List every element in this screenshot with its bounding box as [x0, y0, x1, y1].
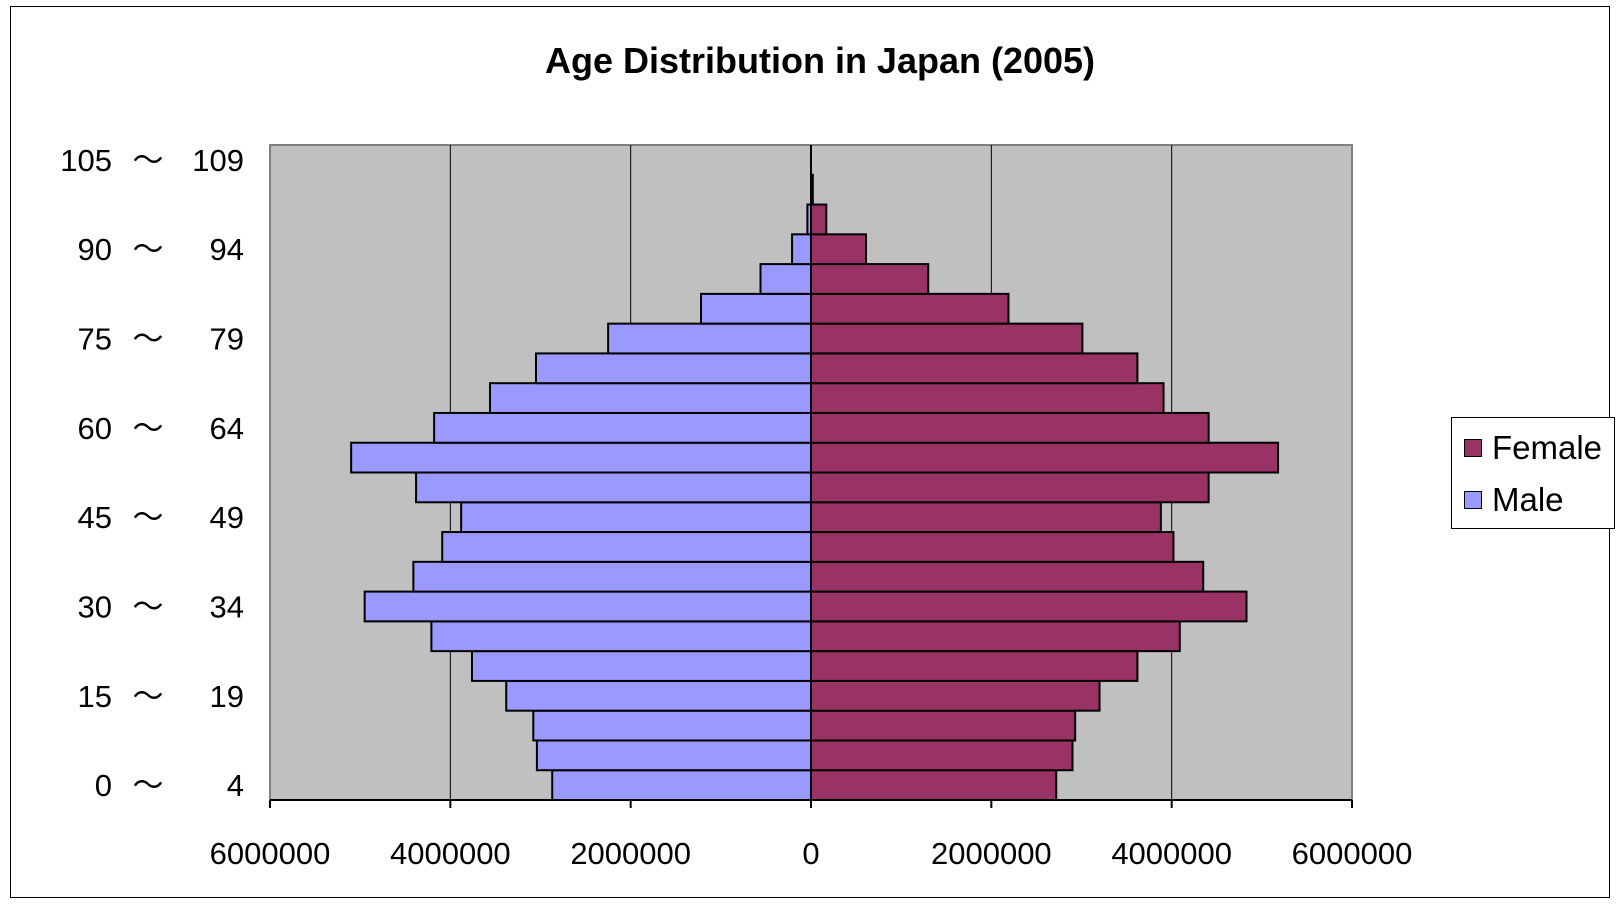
y-tick-label-low: 105: [60, 143, 112, 178]
bar-female: [810, 590, 1248, 623]
bar-female: [810, 560, 1205, 593]
bar-male: [759, 263, 812, 295]
y-tick-label-tilde: ～: [133, 232, 164, 267]
y-tick-label-low: 75: [78, 322, 112, 357]
y-tick-label-high: 4: [227, 768, 244, 803]
y-tick-label-low: 45: [78, 500, 112, 535]
y-tick-label-tilde: ～: [133, 768, 164, 803]
bar-male: [551, 769, 812, 802]
bar-female: [810, 650, 1139, 682]
y-tick-label-low: 0: [95, 768, 112, 803]
y-tick-label-high: 19: [210, 679, 244, 714]
y-tick-label-tilde: ～: [133, 589, 164, 624]
y-tick-label-low: 30: [78, 589, 112, 624]
bar-male: [460, 501, 812, 534]
y-tick-label-tilde: ～: [133, 500, 164, 535]
bar-male: [699, 292, 812, 325]
x-tick-label: 2000000: [570, 836, 691, 871]
bar-female: [810, 322, 1084, 355]
bars: [350, 173, 1280, 802]
y-tick-label-tilde: ～: [133, 143, 164, 178]
bar-male: [791, 233, 813, 266]
x-tick-label: 6000000: [210, 836, 331, 871]
x-tick-label: 0: [802, 836, 819, 871]
bar-female: [810, 233, 868, 266]
x-tick-label: 4000000: [390, 836, 511, 871]
bar-male: [470, 650, 812, 682]
y-tick-label-low: 60: [78, 411, 112, 446]
bar-male: [535, 739, 812, 772]
legend-item-male: Male: [1464, 480, 1564, 520]
x-axis-labels: 6000000 4000000 2000000 0 2000000 4000000 6000…: [210, 836, 1413, 871]
y-tick-label-high: 34: [210, 589, 244, 624]
bar-male: [505, 679, 812, 712]
x-tick-label: 4000000: [1111, 836, 1232, 871]
bar-female: [810, 709, 1077, 742]
bar-female: [810, 471, 1210, 504]
bar-male: [363, 590, 812, 623]
bar-female: [810, 679, 1101, 712]
bar-female: [810, 739, 1074, 772]
bar-female: [810, 352, 1139, 385]
bar-male: [430, 620, 812, 653]
bar-male: [441, 531, 812, 563]
y-tick-label-high: 94: [210, 232, 244, 267]
bar-male: [489, 382, 812, 414]
legend-label-male: Male: [1492, 481, 1564, 518]
y-axis-labels: 0 ～ 4 15 ～ 19 30 ～ 34 45 ～ 49 60 ～ 64 75 ～ 79 90 ～ 94 105 ～ 109: [60, 143, 244, 803]
y-tick-label-high: 64: [210, 411, 244, 446]
bar-male: [534, 352, 812, 385]
y-tick-label-tilde: ～: [133, 679, 164, 714]
x-tick-label: 2000000: [931, 836, 1052, 871]
bar-female: [810, 769, 1058, 802]
bar-female: [810, 203, 828, 236]
legend-swatch-female: [1464, 439, 1482, 457]
bar-female: [810, 531, 1175, 563]
bar-male: [532, 709, 813, 742]
bar-male: [412, 560, 812, 593]
bar-male: [350, 441, 812, 474]
legend-swatch-male: [1464, 491, 1482, 509]
y-tick-label-high: 79: [210, 322, 244, 357]
legend-label-female: Female: [1492, 429, 1603, 466]
bar-female: [810, 263, 930, 295]
y-tick-label-high: 49: [210, 500, 244, 535]
chart-title: Age Distribution in Japan (2005): [544, 40, 1096, 81]
y-tick-label-tilde: ～: [133, 322, 164, 357]
bar-female: [810, 620, 1181, 653]
axes: [269, 145, 1353, 808]
bar-male: [433, 411, 812, 444]
bar-male: [415, 471, 812, 504]
x-tick-label: 6000000: [1292, 836, 1413, 871]
bar-female: [810, 441, 1280, 474]
y-tick-label-tilde: ～: [133, 411, 164, 446]
bar-female: [810, 382, 1165, 414]
y-tick-label-low: 15: [78, 679, 112, 714]
bar-female: [810, 292, 1010, 325]
y-tick-label-high: 109: [192, 143, 244, 178]
bar-female: [810, 501, 1162, 534]
bar-female: [810, 411, 1210, 444]
bar-male: [607, 322, 812, 355]
y-tick-label-low: 90: [78, 232, 112, 267]
legend-item-female: Female: [1464, 428, 1602, 468]
legend: Female Male: [1451, 417, 1615, 529]
